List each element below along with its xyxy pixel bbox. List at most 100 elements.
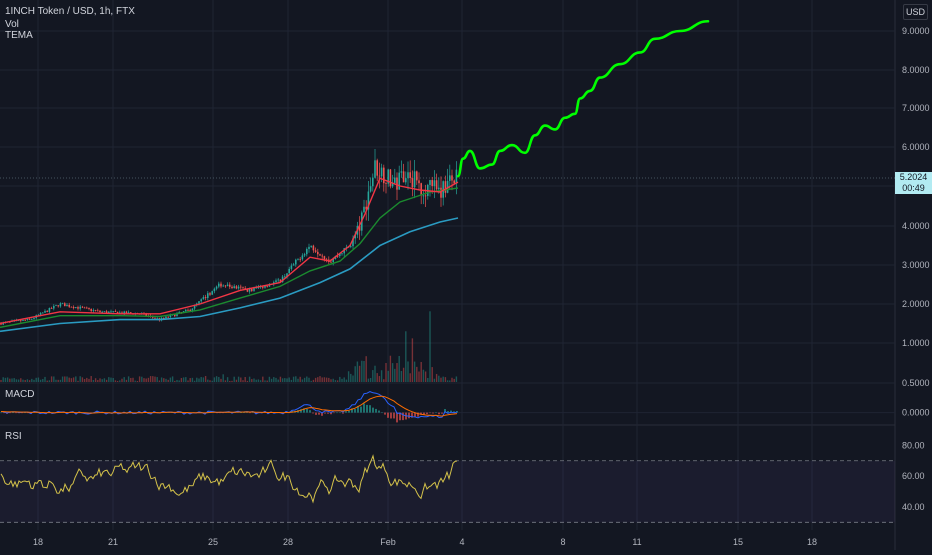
macd-indicator-label[interactable]: MACD [5,389,35,400]
volume-bar [262,376,264,382]
candle-body [376,160,378,176]
volume-bar [178,380,180,382]
macd-histogram-bar [336,412,338,414]
volume-bar [101,379,103,382]
candle-body [81,306,84,308]
rsi-indicator-label[interactable]: RSI [5,431,22,442]
rsi-tick-label: 60.00 [902,471,925,481]
bar-countdown: 00:49 [902,183,925,193]
volume-bar [394,368,396,382]
volume-bar [413,361,416,382]
candle-body [394,177,396,183]
volume-indicator-label[interactable]: Vol [5,19,19,30]
macd-histogram-bar [435,412,437,413]
macd-histogram-bar [432,412,434,414]
volume-bar [334,380,337,382]
candle-body [341,253,343,255]
candle-body [444,181,447,193]
volume-bar [418,371,420,382]
volume-bar [363,361,365,382]
candle-body [416,171,418,181]
volume-bar [352,375,354,382]
volume-bar [204,376,207,382]
volume-bar [13,378,15,382]
candle-body [369,186,372,192]
macd-histogram-bar [219,412,221,414]
volume-bar [193,380,196,382]
candle-body [103,311,106,313]
volume-bar [369,378,372,382]
volume-bar [0,379,2,382]
volume-bar [149,376,152,382]
macd-histogram-bar [399,412,401,421]
tema-lines [0,177,459,333]
volume-bar [323,377,326,382]
volume-bar [277,379,279,382]
candle-body [284,276,286,278]
volume-bar [444,377,447,382]
currency-button[interactable]: USD [903,4,928,20]
macd-histogram-bar [75,412,77,415]
candle-body [156,318,158,320]
volume-bar [189,378,191,382]
volume-bar [39,379,42,382]
macd-histogram-bar [387,412,389,418]
macd-histogram-bar [240,412,242,414]
macd-histogram-bar [393,412,395,419]
volume-bar [312,379,315,382]
volume-bar [50,376,53,382]
candle-body [288,268,290,274]
volume-bar [2,377,4,382]
volume-bar [132,377,134,382]
volume-bar [321,377,323,382]
volume-bar [389,355,392,382]
candle-body [24,319,26,321]
symbol-title[interactable]: 1INCH Token / USD, 1h, FTX [5,6,135,17]
volume-bar [314,377,317,382]
candle-body [64,303,66,307]
volume-bar [119,380,121,382]
candle-body [303,254,306,256]
volume-bar [112,377,114,382]
candle-body [231,286,233,289]
projection-line[interactable] [456,19,710,178]
volume-bar [409,373,411,382]
tema-indicator-label[interactable]: TEMA [5,30,33,41]
volume-bar [453,378,455,382]
volume-bar [376,373,378,382]
candle-body [79,306,81,309]
candle-body [37,314,40,316]
candle-body [438,187,440,190]
volume-bar [218,376,220,382]
candle-body [237,286,240,289]
volume-bar [26,379,29,382]
candle-body [431,180,433,187]
macd-histogram-bar [306,408,308,413]
volume-bar [290,379,293,382]
candle-body [59,303,62,307]
candle-body [248,289,251,292]
candle-body [422,195,425,197]
candle-body [429,180,431,185]
projection-drawing[interactable] [456,19,710,178]
volume-bar [398,355,400,382]
candle-body [94,310,97,311]
macd-histogram-bar [429,412,431,414]
volume-bar [75,376,77,382]
candle-body [323,256,326,260]
candle-body [451,175,453,181]
volume-bar [279,376,282,382]
x-tick-label: 21 [108,537,118,547]
volume-bar [341,378,343,382]
volume-bar [237,376,240,382]
volume-bar [138,376,141,382]
candle-body [55,305,57,307]
macd-histogram-bar [378,410,380,413]
volume-bar [94,378,97,382]
volume-bar [105,379,108,382]
candle-body [449,175,451,181]
candle-body [189,309,191,312]
volume-bar [325,377,328,382]
